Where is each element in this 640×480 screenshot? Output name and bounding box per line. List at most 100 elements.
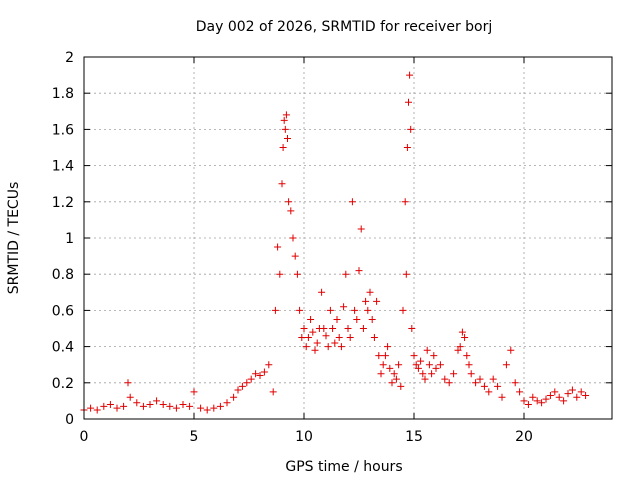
data-point	[560, 397, 568, 405]
data-point	[430, 352, 438, 360]
data-point	[307, 315, 315, 323]
data-point	[351, 306, 359, 314]
data-point	[260, 368, 268, 376]
x-tick-label: 0	[80, 429, 89, 445]
data-point	[397, 382, 405, 390]
data-point	[467, 370, 475, 378]
data-point	[247, 375, 255, 383]
data-point	[304, 334, 312, 342]
data-point	[364, 306, 372, 314]
data-point	[402, 270, 410, 278]
data-point	[472, 379, 480, 387]
data-point	[388, 379, 396, 387]
data-point	[335, 334, 343, 342]
data-point	[311, 346, 319, 354]
data-point	[357, 225, 365, 233]
data-point	[384, 343, 392, 351]
data-point	[538, 399, 546, 407]
data-point	[252, 370, 260, 378]
data-point	[243, 379, 251, 387]
data-point	[282, 111, 290, 119]
data-point	[362, 297, 370, 305]
x-axis-label: GPS time / hours	[285, 459, 402, 475]
data-point	[480, 382, 488, 390]
data-point	[274, 243, 282, 251]
data-point	[476, 375, 484, 383]
data-point	[405, 98, 412, 106]
data-point	[287, 207, 295, 215]
data-point	[166, 402, 174, 410]
data-point	[390, 370, 398, 378]
data-point	[329, 325, 337, 332]
data-point	[355, 267, 363, 275]
data-point	[280, 116, 288, 124]
data-point	[216, 402, 224, 410]
data-point	[353, 315, 361, 323]
data-point	[412, 361, 420, 369]
data-point	[278, 180, 286, 188]
data-point	[406, 71, 414, 79]
data-point	[126, 393, 134, 401]
data-point	[458, 328, 466, 336]
data-point	[340, 303, 348, 311]
data-point	[300, 325, 308, 332]
plot-frame	[83, 56, 613, 420]
data-point	[322, 332, 330, 340]
data-point	[153, 397, 161, 405]
data-point	[120, 402, 128, 410]
axis-ticks: 00.20.40.60.811.21.41.61.820 5 10 15 20	[52, 50, 612, 445]
data-point	[502, 361, 510, 369]
data-point	[197, 404, 205, 412]
data-point	[456, 343, 464, 351]
data-point	[399, 306, 407, 314]
y-tick-label: 1.2	[52, 195, 74, 211]
data-point	[186, 402, 194, 410]
data-point	[87, 404, 95, 412]
data-points	[80, 71, 590, 414]
data-point	[348, 198, 356, 206]
data-point	[203, 406, 211, 414]
data-point	[454, 346, 462, 354]
data-point	[461, 334, 469, 342]
data-point	[133, 399, 141, 407]
data-point	[223, 399, 231, 407]
data-point	[238, 382, 246, 390]
data-point	[375, 352, 383, 360]
data-point	[284, 134, 291, 142]
data-point	[291, 252, 299, 260]
data-point	[425, 361, 433, 369]
data-point	[507, 346, 515, 354]
data-point	[318, 288, 326, 296]
data-point	[379, 361, 387, 369]
data-point	[276, 270, 284, 278]
data-point	[450, 370, 458, 378]
data-point	[179, 401, 187, 409]
data-point	[555, 393, 563, 401]
data-point	[333, 315, 341, 323]
data-point	[494, 382, 502, 390]
data-point	[346, 334, 354, 342]
data-point	[542, 395, 550, 403]
data-point	[498, 393, 506, 401]
data-point	[485, 388, 493, 396]
y-tick-label: 1.6	[52, 122, 74, 138]
data-point	[337, 343, 345, 351]
y-tick-label: 2	[65, 50, 74, 66]
data-point	[417, 357, 425, 365]
data-point	[281, 125, 289, 133]
data-point	[289, 234, 297, 242]
data-point	[421, 375, 429, 383]
data-point	[302, 343, 310, 351]
data-point	[172, 404, 180, 412]
data-point	[293, 270, 301, 278]
x-tick-label: 15	[405, 429, 423, 445]
y-tick-label: 1.8	[52, 86, 74, 102]
data-point	[395, 361, 403, 369]
data-point	[551, 388, 559, 396]
data-point	[432, 364, 440, 372]
data-point	[106, 401, 114, 409]
data-point	[573, 393, 581, 401]
data-point	[381, 352, 389, 360]
data-point	[520, 397, 528, 405]
